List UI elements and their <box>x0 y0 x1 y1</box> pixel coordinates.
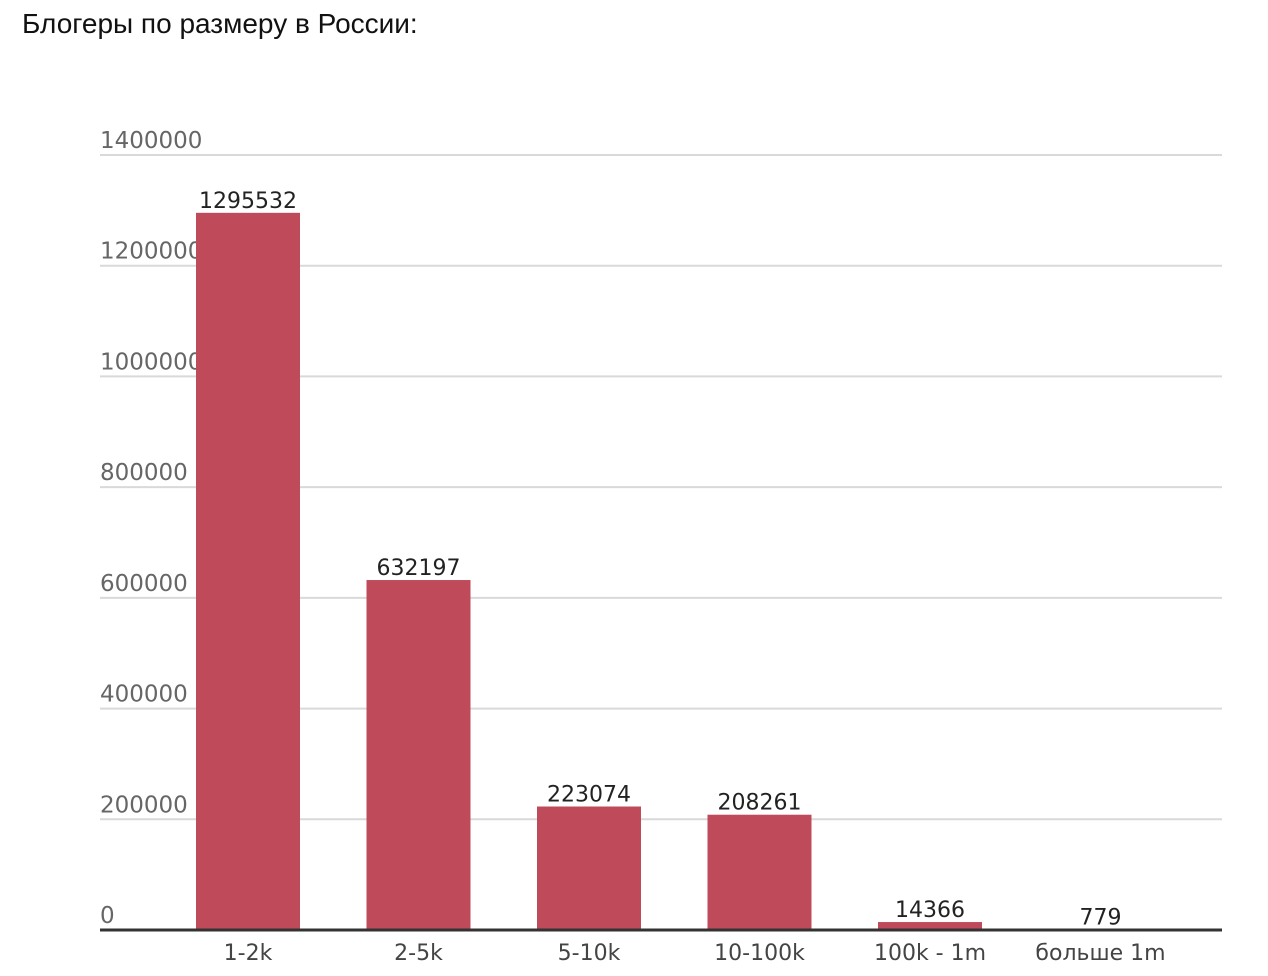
data-labels: 1295532 632197 223074 208261 14366 779 <box>199 189 1121 931</box>
y-tick-label: 1400000 <box>100 128 202 154</box>
bar <box>196 212 300 930</box>
data-label: 208261 <box>718 791 802 816</box>
bar <box>707 814 812 930</box>
data-label: 632197 <box>377 556 461 581</box>
y-tick-label: 400000 <box>100 682 188 708</box>
data-label: 14366 <box>895 898 965 923</box>
bar <box>366 580 471 930</box>
bar <box>878 922 982 930</box>
page-title: Блогеры по размеру в России: <box>22 8 418 39</box>
y-tick-label: 1200000 <box>100 239 202 265</box>
bar <box>537 806 641 930</box>
data-label: 1295532 <box>199 189 297 214</box>
y-tick-label: 200000 <box>100 792 188 818</box>
x-tick-label: 5-10k <box>558 941 621 966</box>
y-axis-ticks: 0 200000 400000 600000 800000 1000000 1200000 1… <box>100 128 202 929</box>
x-tick-label: 10-100k <box>714 941 805 966</box>
x-tick-label: 100k - 1m <box>874 941 986 966</box>
y-tick-label: 600000 <box>100 571 188 597</box>
y-tick-label: 0 <box>100 903 115 929</box>
y-tick-label: 800000 <box>100 460 188 486</box>
data-label: 779 <box>1080 906 1122 931</box>
x-tick-label: 1-2k <box>224 941 273 966</box>
y-tick-label: 1000000 <box>100 349 202 375</box>
x-tick-label: 2-5k <box>394 941 443 966</box>
x-axis-ticks: 1-2k 2-5k 5-10k 10-100k 100k - 1m больше 1m <box>224 941 1166 966</box>
bars <box>196 212 1153 930</box>
data-label: 223074 <box>547 783 631 808</box>
x-tick-label: больше 1m <box>1035 941 1165 966</box>
